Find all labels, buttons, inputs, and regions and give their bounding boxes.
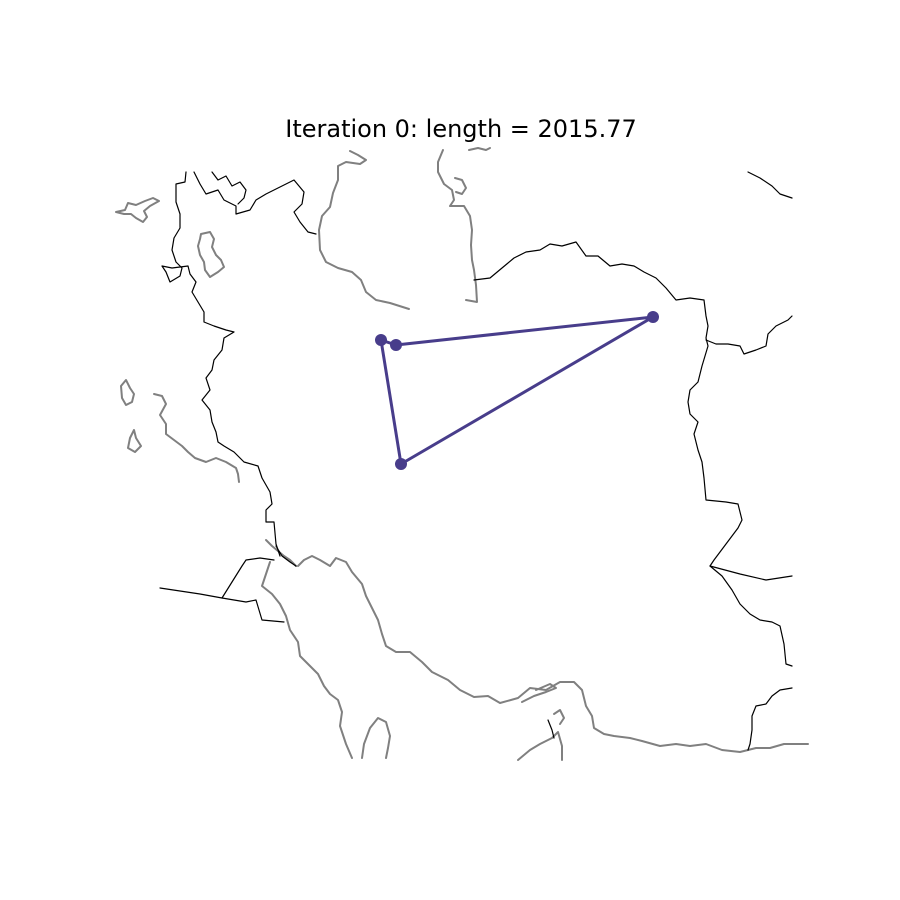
city-marker-city-2 — [390, 339, 402, 351]
city-marker-city-4 — [395, 458, 407, 470]
coastline-north-tip — [468, 147, 491, 151]
border-north-east-corner — [747, 171, 793, 199]
border-north-west — [193, 171, 317, 235]
route-layer — [375, 311, 659, 470]
coastline-south-island — [521, 683, 557, 703]
map-title: Iteration 0: length = 2015.77 — [285, 115, 637, 143]
coastline-northwest-island — [115, 197, 160, 223]
coastline-south-peninsula-west — [261, 561, 353, 759]
border-south-east — [747, 687, 793, 751]
coastline-north-bay — [318, 150, 410, 310]
border-east-lower — [709, 565, 793, 581]
coastline-west-coast — [153, 393, 240, 483]
coastline-north-inlet — [454, 177, 467, 195]
border-south-west-3 — [275, 545, 297, 567]
border-south-west-2 — [221, 597, 285, 623]
city-marker-city-1 — [375, 334, 387, 346]
coastline-north-lake — [197, 231, 225, 278]
coastline-west-island-2 — [127, 429, 142, 453]
coastline-south-gulf-islands — [553, 709, 565, 725]
border-west — [161, 171, 281, 557]
coastline-north-peninsula — [437, 149, 478, 303]
map-area — [115, 147, 809, 761]
coastline-south-gulf — [517, 731, 563, 761]
coastline-south-sea — [297, 555, 809, 753]
border-north-west-2 — [211, 171, 247, 205]
city-marker-city-3 — [647, 311, 659, 323]
coastline-west-island-1 — [120, 379, 135, 406]
border-south-gulf — [547, 719, 555, 739]
border-east-branch — [705, 315, 793, 355]
border-north-east — [473, 241, 793, 667]
coastline-south-peninsula-east — [361, 717, 391, 759]
borders — [159, 171, 793, 751]
border-south-west — [159, 557, 275, 599]
